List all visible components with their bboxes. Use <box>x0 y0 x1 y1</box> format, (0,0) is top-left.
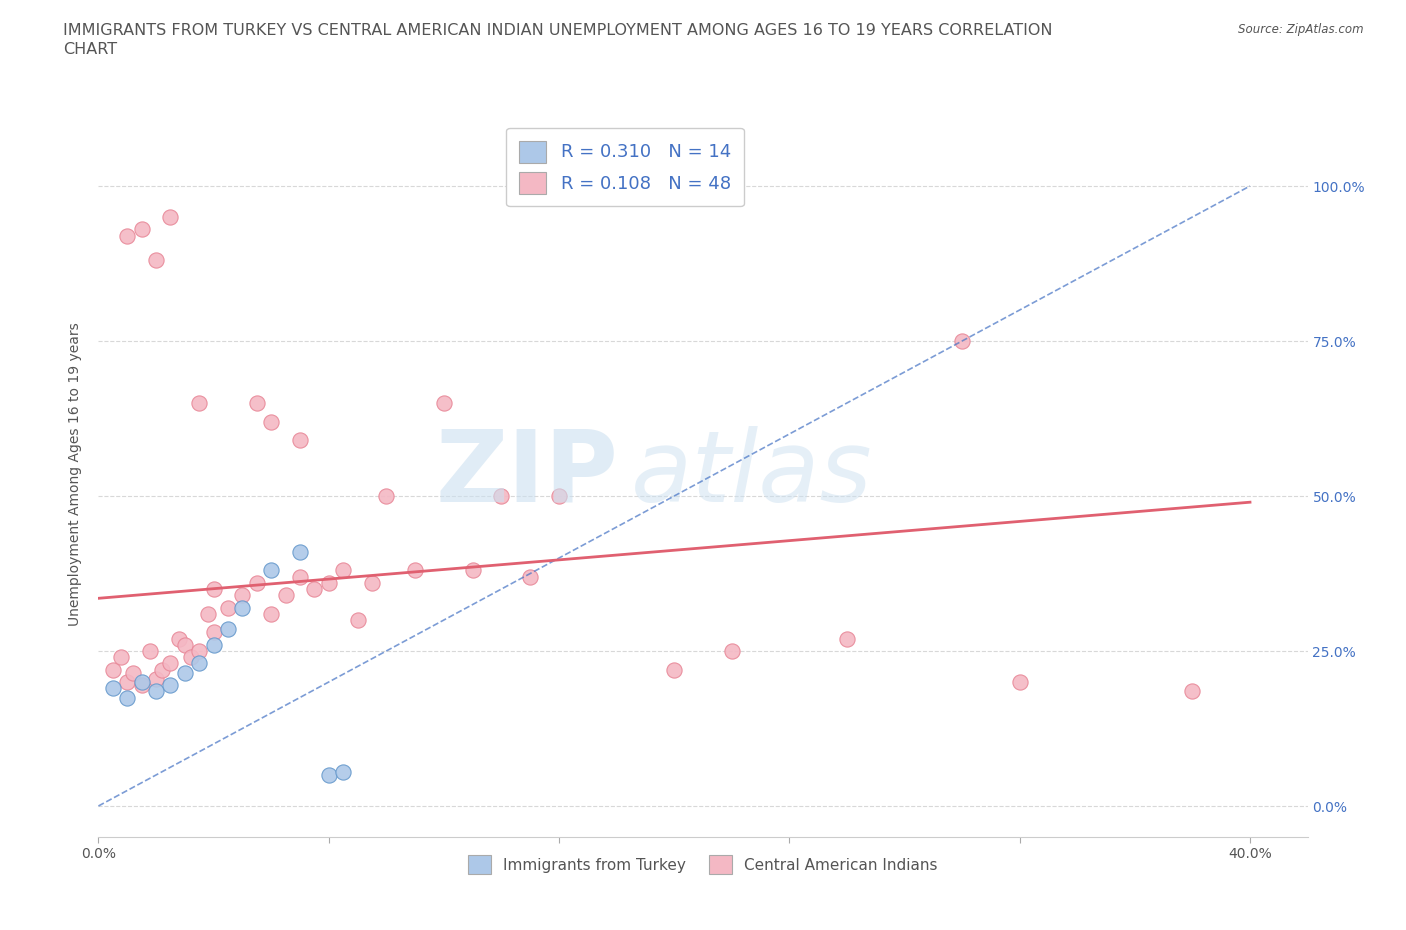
Point <box>131 674 153 689</box>
Point <box>173 665 195 680</box>
Point <box>332 563 354 578</box>
Point <box>332 764 354 779</box>
Point <box>131 222 153 237</box>
Point <box>150 662 173 677</box>
Point <box>139 644 162 658</box>
Point <box>246 576 269 591</box>
Point <box>1181 684 1204 698</box>
Point <box>101 681 124 696</box>
Point <box>180 650 202 665</box>
Point <box>231 588 253 603</box>
Point <box>361 576 384 591</box>
Point <box>491 488 513 503</box>
Point <box>159 209 181 224</box>
Point <box>188 644 211 658</box>
Point <box>145 684 167 698</box>
Point <box>288 544 311 559</box>
Point <box>346 613 368 628</box>
Text: atlas: atlas <box>630 426 872 523</box>
Point <box>519 569 541 584</box>
Point <box>131 678 153 693</box>
Point <box>288 432 311 447</box>
Point <box>159 656 181 671</box>
Point <box>231 600 253 615</box>
Text: CHART: CHART <box>63 42 117 57</box>
Point <box>202 637 225 652</box>
Point <box>188 656 211 671</box>
Point <box>835 631 858 646</box>
Point <box>115 228 138 243</box>
Point <box>167 631 190 646</box>
Point <box>304 581 326 596</box>
Point <box>101 662 124 677</box>
Point <box>145 671 167 686</box>
Point <box>122 665 145 680</box>
Point <box>1008 674 1031 689</box>
Point <box>246 395 269 410</box>
Point <box>720 644 742 658</box>
Point <box>375 488 398 503</box>
Point <box>461 563 484 578</box>
Point <box>664 662 686 677</box>
Point <box>159 678 181 693</box>
Point <box>318 767 340 782</box>
Point <box>202 625 225 640</box>
Point <box>288 569 311 584</box>
Point <box>260 606 283 621</box>
Point <box>217 622 239 637</box>
Text: Source: ZipAtlas.com: Source: ZipAtlas.com <box>1239 23 1364 36</box>
Point <box>217 600 239 615</box>
Point <box>433 395 456 410</box>
Point <box>274 588 297 603</box>
Point <box>260 563 283 578</box>
Point <box>318 576 340 591</box>
Point <box>173 637 195 652</box>
Y-axis label: Unemployment Among Ages 16 to 19 years: Unemployment Among Ages 16 to 19 years <box>69 323 83 626</box>
Point <box>115 674 138 689</box>
Text: ZIP: ZIP <box>436 426 619 523</box>
Point <box>110 650 132 665</box>
Point <box>188 395 211 410</box>
Point <box>548 488 571 503</box>
Legend: Immigrants from Turkey, Central American Indians: Immigrants from Turkey, Central American… <box>463 849 943 880</box>
Point <box>950 334 973 349</box>
Point <box>145 253 167 268</box>
Point <box>202 581 225 596</box>
Point <box>404 563 426 578</box>
Point <box>115 690 138 705</box>
Point <box>260 414 283 429</box>
Text: IMMIGRANTS FROM TURKEY VS CENTRAL AMERICAN INDIAN UNEMPLOYMENT AMONG AGES 16 TO : IMMIGRANTS FROM TURKEY VS CENTRAL AMERIC… <box>63 23 1053 38</box>
Point <box>197 606 219 621</box>
